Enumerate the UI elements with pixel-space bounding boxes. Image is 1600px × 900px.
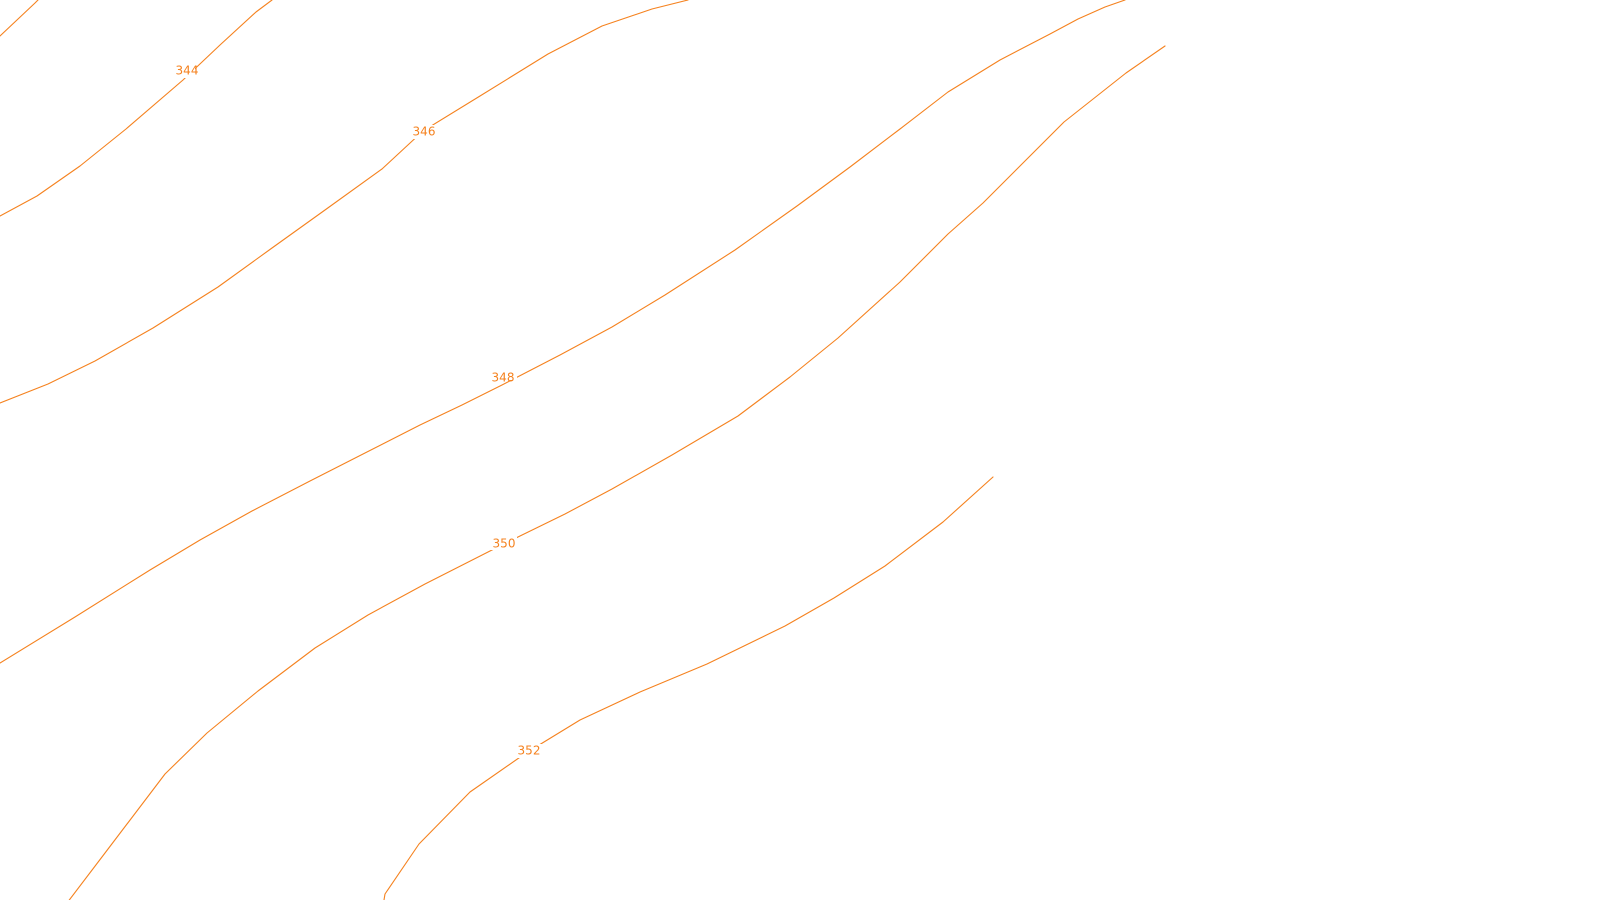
contour-346: 346: [0, 0, 689, 404]
contour-348: 348: [0, 0, 1126, 664]
contour-line-352: [383, 476, 994, 900]
contour-label-352: 352: [518, 744, 541, 758]
contour-344: 344: [0, 0, 273, 217]
contour-352: 352: [383, 476, 994, 900]
contour-350: 350: [68, 45, 1166, 900]
contour-label-344: 344: [176, 64, 199, 78]
contour-line-346: [0, 0, 689, 404]
contour-line-344: [0, 0, 273, 217]
contour-label-348: 348: [492, 371, 515, 385]
contour-label-350: 350: [493, 537, 516, 551]
contour-label-346: 346: [413, 125, 436, 139]
contour-line-344-upper: [0, 0, 39, 37]
contour-line-348: [0, 0, 1126, 664]
contour-line-350: [68, 45, 1166, 900]
